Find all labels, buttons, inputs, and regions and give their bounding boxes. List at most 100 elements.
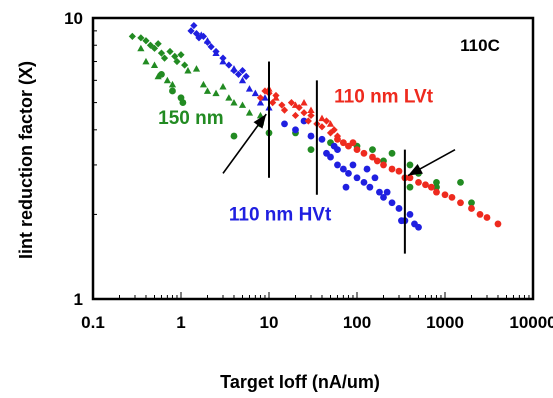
point-circle [292,126,299,134]
point-triangle [256,98,265,106]
point-diamond [287,98,296,107]
point-diamond [173,57,181,66]
point-triangle [212,89,220,97]
point-triangle [168,80,177,88]
y-axis-title: Iint reduction factor (X) [16,61,36,259]
point-circle [415,223,422,231]
point-circle [457,199,464,207]
point-diamond [225,61,233,69]
point-triangle [219,82,227,90]
point-circle [179,99,187,106]
point-triangle [137,44,145,52]
point-diamond [137,34,145,42]
point-circle [388,199,396,207]
x-tick-label: 100 [343,313,371,332]
point-circle [395,167,403,175]
point-diamond [295,103,303,112]
point-diamond [238,66,247,75]
point-triangle [203,87,212,94]
plot-border [91,16,535,301]
point-circle [300,117,308,125]
point-diamond [307,111,315,120]
point-circle [422,181,429,189]
point-triangle [245,109,254,116]
point-circle [318,135,326,143]
point-diamond [207,43,215,51]
point-diamond [166,47,174,56]
series-annotation: 110 nm LVt [334,87,434,108]
corner-label: 110C [460,36,500,55]
point-triangle [238,101,247,108]
point-circle [360,178,368,186]
point-circle [433,183,440,191]
point-circle [363,165,371,173]
y-axis-ticks: 1 10 [64,9,97,309]
point-triangle [238,76,247,84]
point-diamond [234,70,243,78]
point-triangle [203,37,212,44]
point-triangle [230,98,238,106]
point-triangle [245,85,254,92]
point-diamond [150,44,159,52]
point-triangle [230,65,238,72]
point-circle [406,211,414,218]
point-circle [383,188,391,196]
point-circle [353,146,361,154]
point-circle [158,70,165,78]
point-diamond [318,123,326,131]
point-triangle [326,120,335,127]
point-circle [380,193,387,201]
point-diamond [128,32,136,41]
overlay-lines [222,61,456,254]
point-diamond [157,49,166,57]
point-triangle [307,106,315,114]
point-circle [169,87,176,95]
point-circle [307,146,315,154]
point-circle [376,188,383,196]
point-diamond [322,117,331,125]
point-diamond [177,51,185,59]
point-circle [307,132,315,140]
point-circle [427,183,435,191]
point-diamond [242,72,250,80]
point-circle [483,214,491,221]
point-circle [339,165,347,173]
point-circle [360,149,368,157]
point-triangle [291,101,300,108]
point-circle [366,183,374,191]
series-annotation: 150 nm [158,108,223,129]
annotations: 150 nm 110 nm LVt 110 nm HVt [158,87,434,226]
point-diamond [326,129,335,137]
point-circle [433,188,440,196]
point-triangle [318,114,326,122]
point-circle [388,149,396,157]
point-triangle [163,76,171,84]
point-circle [353,174,361,182]
point-triangle [199,80,208,88]
y-tick-label: 1 [74,290,83,309]
point-diamond [280,106,289,114]
point-triangle [261,94,269,101]
point-circle [448,193,456,201]
point-triangle [219,57,227,65]
point-circle [406,161,414,169]
point-circle [380,161,387,169]
x-tick-label: 10 [260,313,279,332]
point-diamond [160,54,169,62]
x-axis-title: Target Ioff (nA/um) [220,372,380,392]
point-circle [406,183,414,191]
plot-frame [91,16,535,301]
x-tick-label: 1 [176,313,185,332]
point-circle [476,211,484,218]
point-circle [494,220,502,228]
point-triangle [251,89,259,97]
point-triangle [154,72,162,80]
point-circle [345,169,352,177]
point-circle [388,165,396,173]
point-circle [369,153,376,161]
point-triangle [212,49,220,56]
x-tick-label: 1000 [426,313,464,332]
point-circle [327,153,334,161]
point-triangle [142,57,150,65]
